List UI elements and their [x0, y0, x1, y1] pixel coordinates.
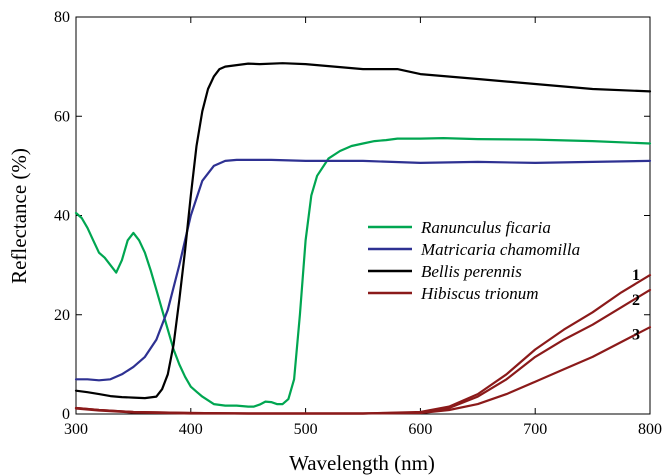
x-tick-label: 600 — [408, 421, 432, 438]
x-axis-title: Wavelength (nm) — [289, 451, 435, 475]
x-tick-label: 700 — [523, 421, 547, 438]
series-layer — [74, 62, 652, 415]
legend-label: Ranunculus ficaria — [420, 218, 551, 237]
y-tick-label: 0 — [62, 406, 70, 423]
curve-number-label: 2 — [632, 292, 640, 309]
curve-number-label: 3 — [632, 327, 640, 344]
x-tick-label: 300 — [64, 421, 88, 438]
curve-number-label: 1 — [632, 267, 640, 284]
series-line-2 — [74, 158, 652, 382]
series-line-6 — [74, 326, 652, 415]
ticks: 300 400 500 600 700 800 0 20 40 60 80 — [54, 9, 662, 438]
y-tick-label: 20 — [54, 307, 70, 324]
y-tick-label: 40 — [54, 208, 70, 225]
y-tick-label: 80 — [54, 9, 70, 26]
y-tick-label: 60 — [54, 108, 70, 125]
x-tick-label: 500 — [294, 421, 318, 438]
y-axis-title: Reflectance (%) — [7, 148, 31, 284]
annotations: 1 2 3 — [632, 267, 640, 344]
series-line-4 — [74, 274, 652, 415]
axes — [75, 16, 651, 415]
x-tick-label: 800 — [638, 421, 662, 438]
plot-frame — [75, 16, 651, 415]
legend-label: Hibiscus trionum — [420, 284, 539, 303]
legend: Ranunculus ficaria Matricaria chamomilla B… — [368, 218, 580, 303]
legend-label: Matricaria chamomilla — [420, 240, 580, 259]
legend-label: Bellis perennis — [421, 262, 522, 281]
x-tick-label: 400 — [179, 421, 203, 438]
series-line-3 — [74, 62, 652, 400]
series-line-1 — [74, 137, 652, 408]
